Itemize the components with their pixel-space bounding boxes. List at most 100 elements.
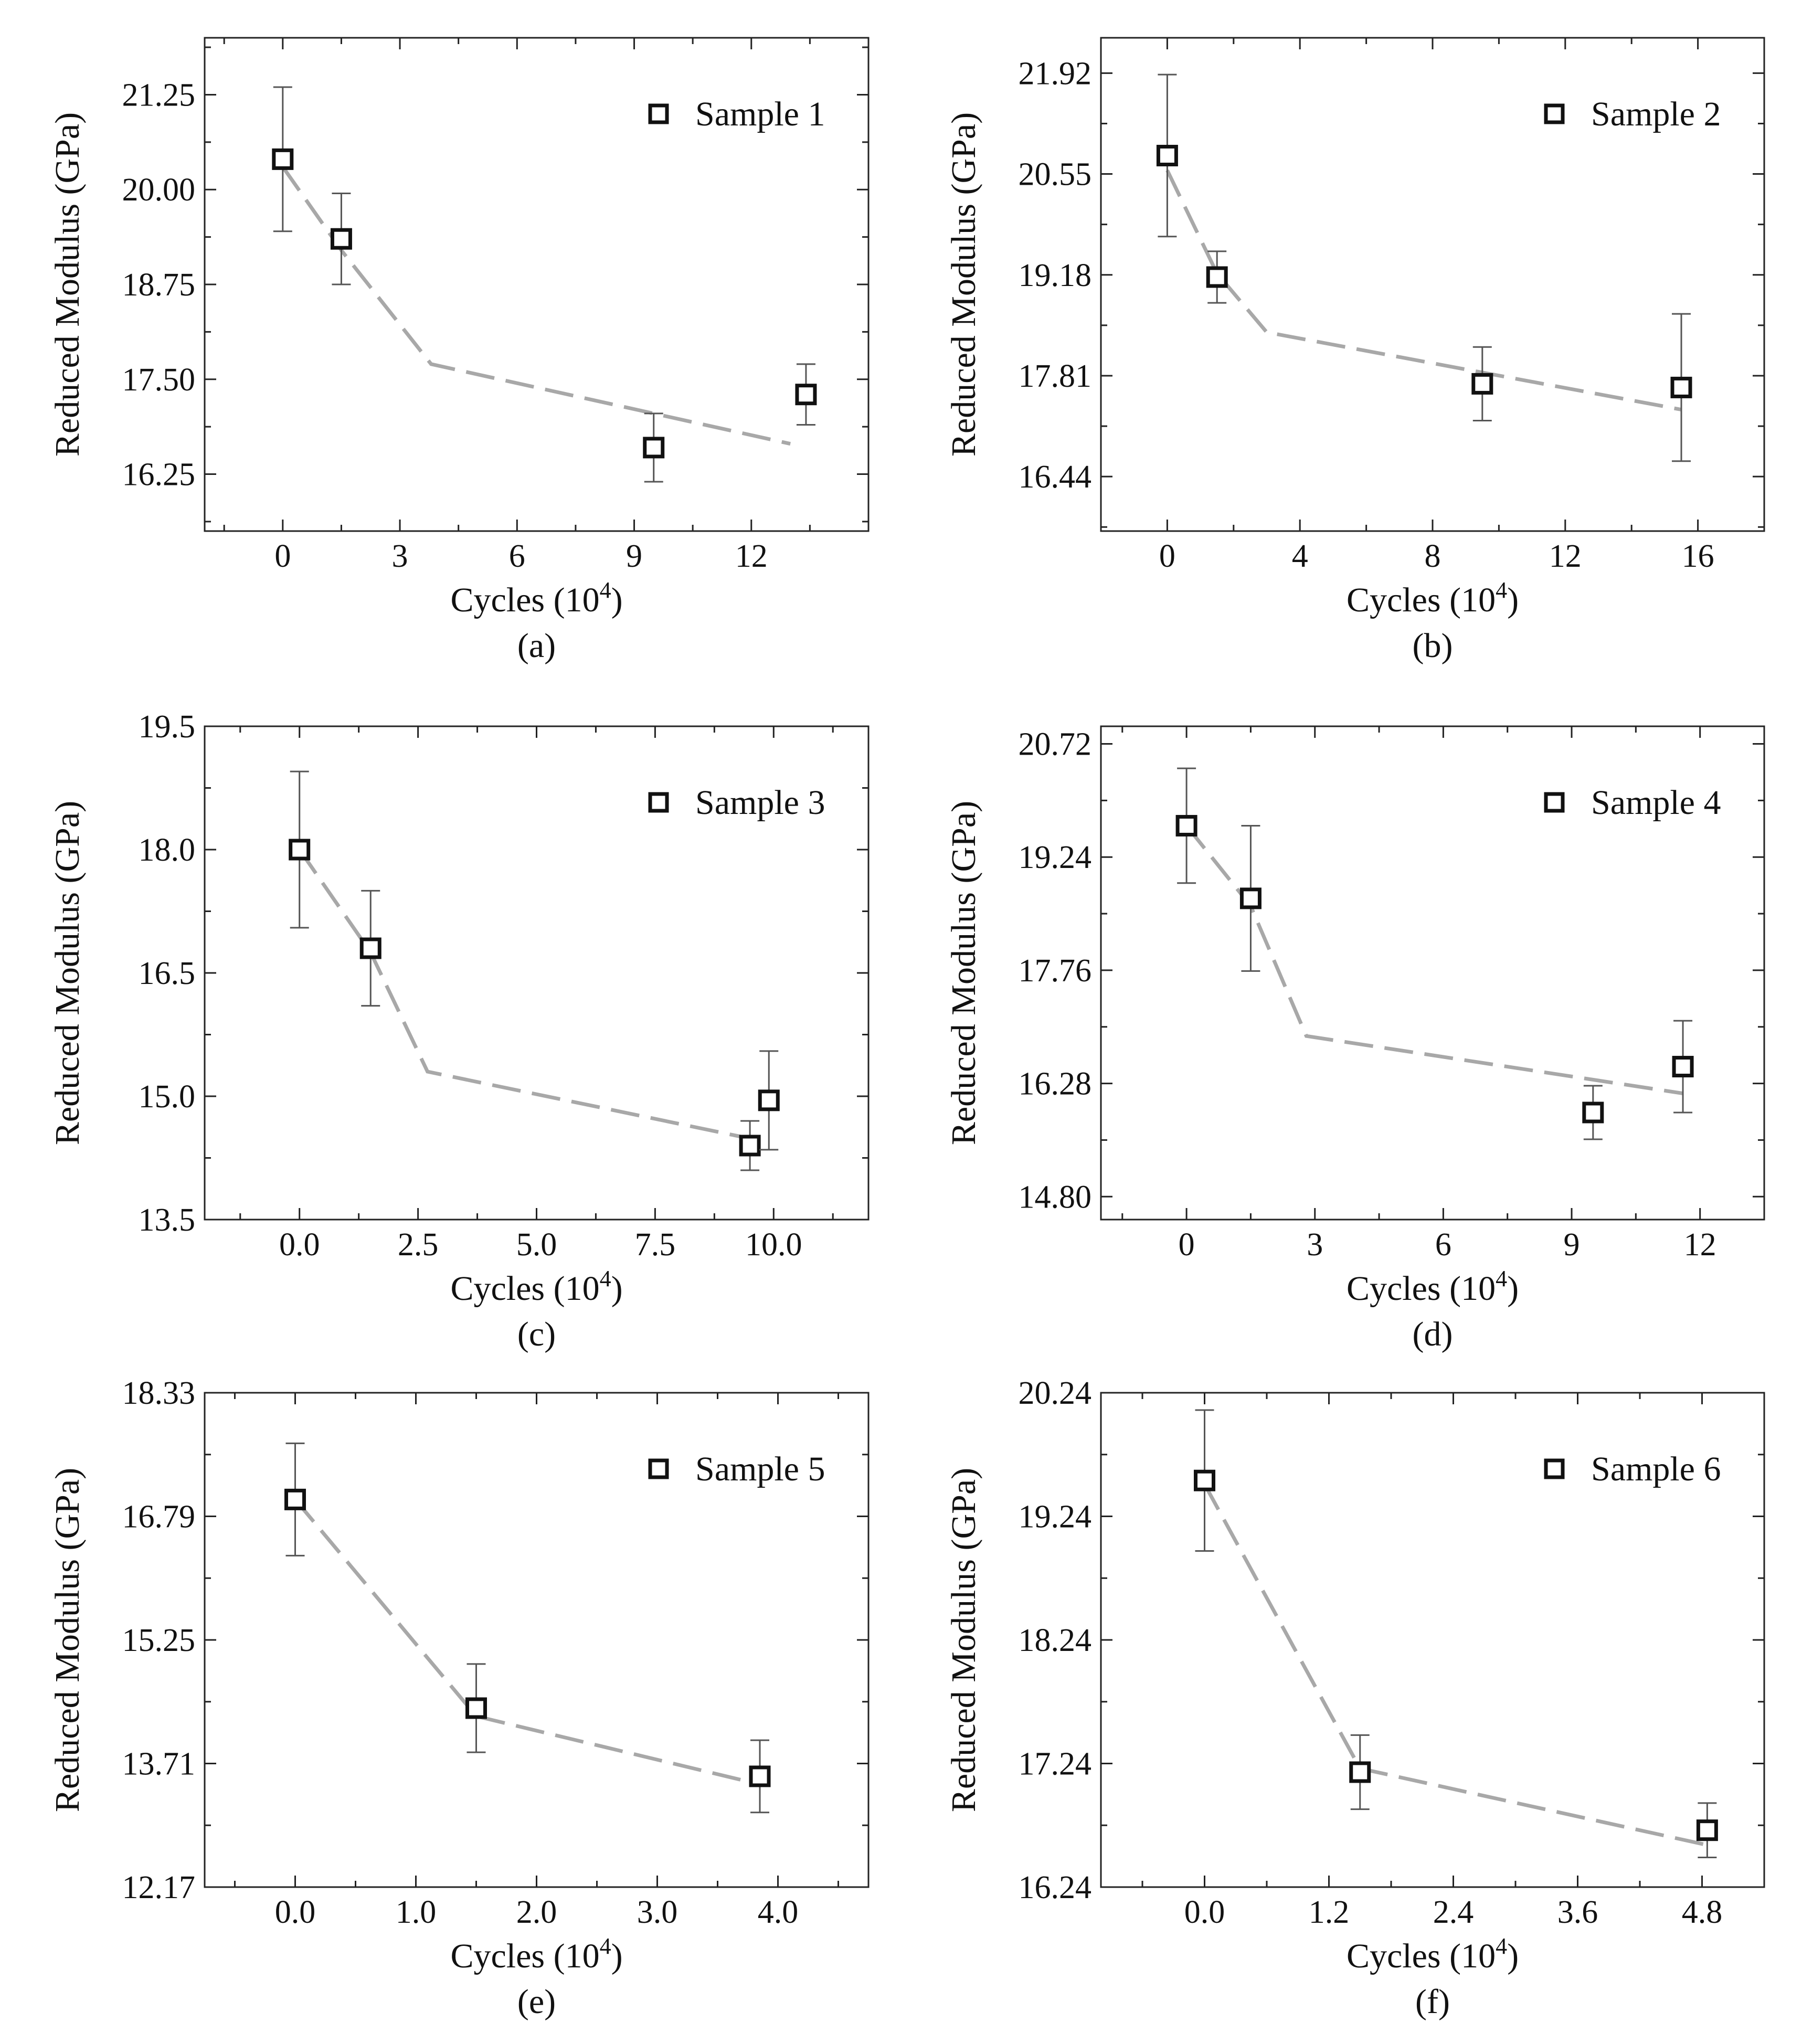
y-tick-label: 12.17 [122, 1870, 196, 1905]
y-tick-label: 16.24 [1019, 1870, 1092, 1905]
y-tick-label: 17.50 [122, 362, 196, 398]
panel-label: (b) [1413, 627, 1453, 665]
x-tick-label: 12 [1549, 538, 1582, 574]
y-tick-label: 21.25 [122, 77, 196, 113]
y-tick-label: 19.24 [1019, 840, 1092, 875]
x-tick-label: 12 [735, 538, 768, 574]
x-tick-label: 1.2 [1309, 1894, 1350, 1930]
x-tick-label: 4 [1292, 538, 1308, 574]
x-tick-label: 3.0 [637, 1894, 678, 1930]
y-tick-label: 19.5 [139, 709, 196, 745]
y-tick-label: 18.33 [122, 1375, 196, 1411]
x-axis-title-close: ) [1507, 581, 1519, 619]
x-axis-title-text: Cycles (10 [450, 581, 599, 619]
data-point [1670, 376, 1692, 398]
x-tick-label: 2.4 [1433, 1894, 1474, 1930]
y-tick-label: 19.24 [1019, 1499, 1092, 1535]
x-axis-title-text: Cycles (10 [1347, 1269, 1496, 1308]
x-tick-label: 3 [392, 538, 408, 574]
panel-label: (e) [517, 1983, 556, 2021]
x-axis-title-close: ) [611, 1937, 623, 1975]
data-point [1672, 1056, 1694, 1078]
x-tick-label: 10.0 [745, 1227, 802, 1263]
y-tick-label: 16.25 [122, 457, 196, 493]
data-point [465, 1697, 487, 1719]
data-point [272, 148, 294, 170]
y-tick-label: 16.28 [1019, 1066, 1092, 1102]
legend-marker [1544, 1458, 1565, 1479]
x-tick-label: 1.0 [396, 1894, 437, 1930]
legend-marker [1544, 103, 1565, 124]
data-point [749, 1765, 771, 1787]
x-tick-label: 0 [274, 538, 291, 574]
x-tick-label: 8 [1425, 538, 1441, 574]
panel-label: (a) [517, 627, 556, 665]
x-tick-label: 0 [1179, 1227, 1195, 1263]
y-axis-title: Reduced Modulus (GPa) [48, 801, 87, 1145]
y-tick-label: 16.79 [122, 1499, 196, 1535]
x-tick-label: 2.0 [516, 1894, 557, 1930]
x-tick-label: 12 [1684, 1227, 1716, 1263]
y-axis-title: Reduced Modulus (GPa) [48, 112, 87, 457]
legend-label: Sample 4 [1591, 783, 1721, 822]
x-tick-label: 4.8 [1682, 1894, 1723, 1930]
y-tick-label: 19.18 [1019, 258, 1092, 293]
chart-panel-5: 0.0 1.0 2.0 3.0 4.0 12.17 13.71 15.25 16.79 18.33… [48, 1375, 870, 2021]
x-axis-title-exponent: 4 [600, 577, 611, 603]
x-tick-label: 9 [1564, 1227, 1580, 1263]
x-tick-label: 0.0 [1184, 1894, 1225, 1930]
data-point [1696, 1819, 1718, 1841]
y-tick-label: 20.55 [1019, 157, 1092, 193]
legend-marker [648, 792, 669, 813]
y-tick-label: 13.71 [122, 1746, 196, 1782]
y-tick-label: 17.81 [1019, 358, 1092, 394]
x-axis-title-close: ) [1507, 1937, 1519, 1975]
x-tick-label: 0 [1159, 538, 1175, 574]
data-point [1206, 266, 1228, 288]
y-tick-label: 16.5 [139, 956, 196, 991]
legend-marker [648, 103, 669, 124]
chart-panel-4: 0 3 6 9 12 14.80 16.28 17.76 19.24 20.72 Cycles (1… [945, 725, 1765, 1353]
y-tick-label: 17.76 [1019, 953, 1092, 989]
legend-marker [648, 1458, 669, 1479]
data-point [1194, 1469, 1215, 1491]
legend-label: Sample 5 [695, 1450, 825, 1488]
data-point [1471, 373, 1493, 395]
data-point [1582, 1102, 1604, 1124]
plot-frame [1100, 725, 1765, 1221]
x-tick-label: 4.0 [758, 1894, 799, 1930]
y-axis-title: Reduced Modulus (GPa) [945, 1468, 983, 1812]
data-point [758, 1089, 780, 1111]
x-tick-label: 0.0 [275, 1894, 316, 1930]
y-tick-label: 18.75 [122, 267, 196, 303]
data-point [330, 228, 352, 250]
y-tick-label: 14.80 [1019, 1179, 1092, 1215]
fit-line [281, 165, 791, 446]
legend-label: Sample 1 [695, 95, 825, 133]
legend-marker [1544, 792, 1565, 813]
chart-panel-2: 0 4 8 12 16 16.44 17.81 19.18 20.55 21.92 Cycles (… [945, 37, 1765, 665]
chart-panel-3: 0.0 2.5 5.0 7.5 10.0 13.5 15.0 16.5 18.0 19.5 Cycl… [48, 709, 870, 1353]
x-axis-title-exponent: 4 [1496, 1266, 1507, 1291]
x-axis-title-exponent: 4 [1496, 577, 1507, 603]
panel-label: (f) [1415, 1983, 1450, 2021]
x-axis-title-exponent: 4 [600, 1266, 611, 1291]
y-tick-label: 20.24 [1019, 1375, 1092, 1411]
x-tick-label: 3.6 [1557, 1894, 1598, 1930]
x-axis-title-text: Cycles (10 [1347, 1937, 1496, 1975]
x-tick-label: 16 [1682, 538, 1714, 574]
fit-line [1203, 1483, 1708, 1847]
data-point [643, 437, 665, 459]
legend-label: Sample 3 [695, 783, 825, 822]
fit-line [1185, 824, 1683, 1095]
y-tick-label: 21.92 [1019, 56, 1092, 91]
data-point [359, 937, 381, 959]
x-tick-label: 7.5 [635, 1227, 676, 1263]
y-tick-label: 15.25 [122, 1623, 196, 1658]
data-point [284, 1488, 306, 1510]
chart-panel-6: 0.0 1.2 2.4 3.6 4.8 16.24 17.24 18.24 19.24 20.24… [945, 1375, 1765, 2021]
y-tick-label: 13.5 [139, 1202, 196, 1238]
x-tick-label: 6 [509, 538, 525, 574]
x-tick-label: 3 [1307, 1227, 1323, 1263]
